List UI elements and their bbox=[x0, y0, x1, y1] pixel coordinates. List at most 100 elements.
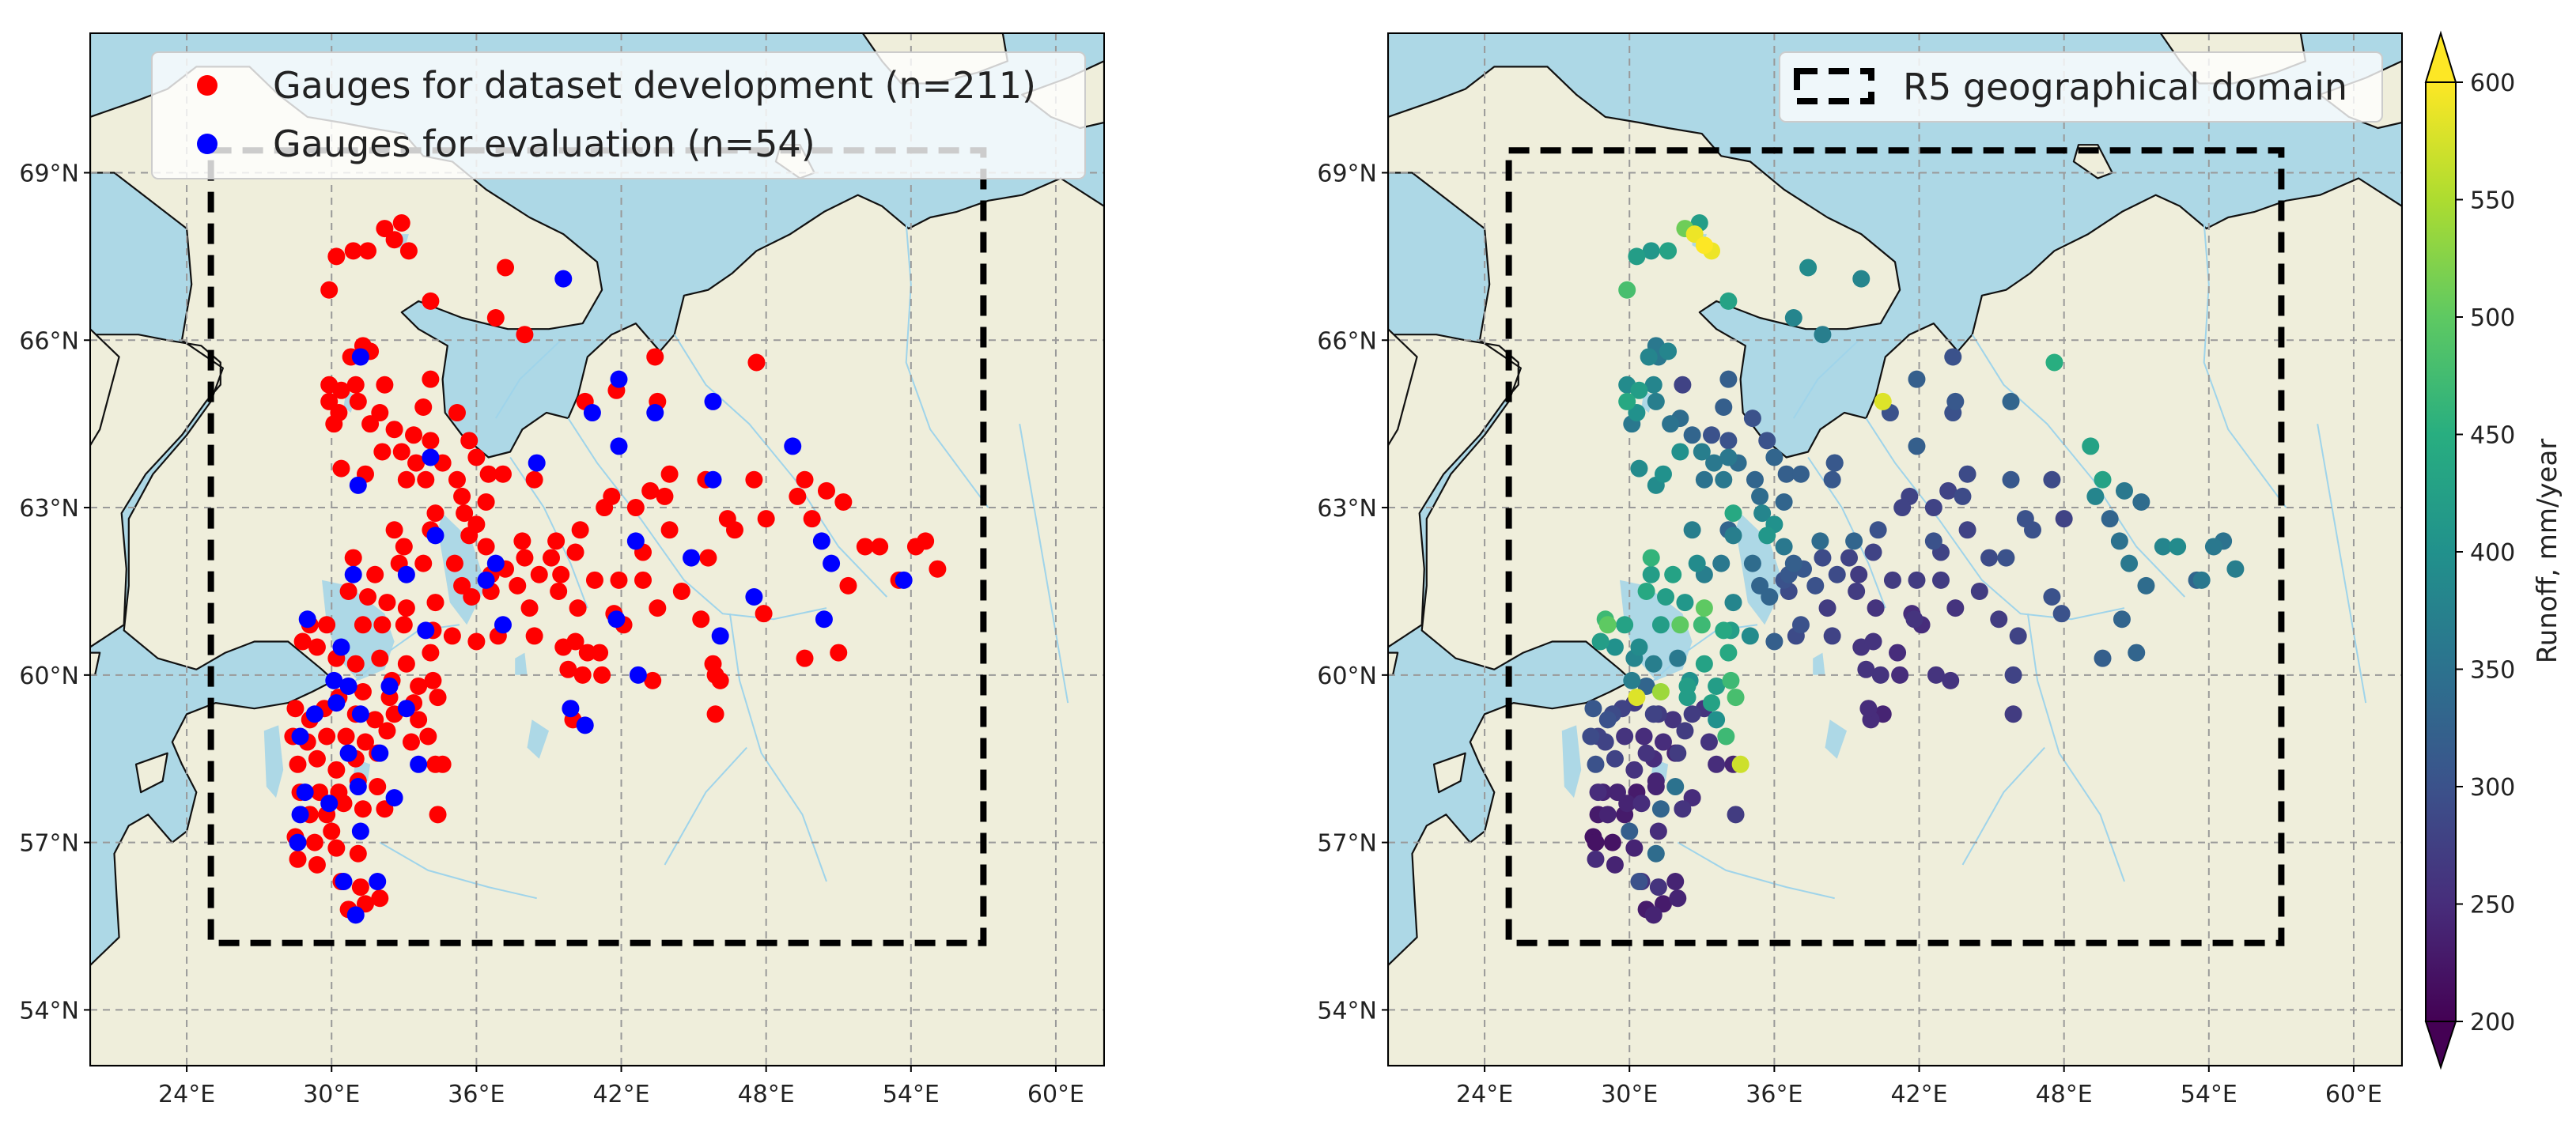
runoff-gauge-point bbox=[1628, 247, 1646, 266]
runoff-gauge-point bbox=[2002, 392, 2020, 410]
dev-gauge-point bbox=[318, 727, 336, 746]
runoff-gauge-point bbox=[1708, 711, 1726, 729]
eval-gauge-point bbox=[812, 532, 830, 550]
runoff-gauge-point bbox=[1871, 666, 1889, 684]
runoff-gauge-point bbox=[1666, 873, 1685, 891]
runoff-gauge-point bbox=[1651, 616, 1670, 634]
dev-gauge-point bbox=[448, 470, 466, 489]
map-frame bbox=[89, 32, 1105, 1066]
dev-gauge-point bbox=[834, 493, 853, 511]
runoff-gauge-point bbox=[1649, 878, 1667, 897]
runoff-gauge-point bbox=[1857, 660, 1875, 678]
dev-gauge-point bbox=[397, 655, 415, 673]
runoff-gauge-point bbox=[1644, 705, 1662, 723]
runoff-gauge-point bbox=[2094, 649, 2112, 667]
dev-gauge-point bbox=[520, 599, 539, 617]
eval-gauge-point bbox=[583, 404, 601, 422]
runoff-gauge-point bbox=[1678, 677, 1697, 695]
lat-tick-label: 60°N bbox=[1317, 663, 1377, 690]
runoff-gauge-point bbox=[1708, 677, 1726, 695]
eval-gauge-point bbox=[823, 554, 841, 572]
lon-tick-label: 60°E bbox=[2325, 1081, 2382, 1108]
runoff-gauge-point bbox=[1654, 733, 1672, 751]
eval-gauge-point bbox=[683, 549, 701, 567]
dev-gauge-point bbox=[445, 554, 463, 572]
lake-polygon bbox=[263, 725, 284, 798]
eval-gauge-point bbox=[371, 744, 389, 762]
dev-gauge-point bbox=[596, 499, 614, 517]
runoff-gauge-point bbox=[1649, 822, 1667, 840]
eval-gauge-point bbox=[298, 610, 316, 629]
runoff-gauge-point bbox=[1606, 749, 1624, 768]
dev-gauge-point bbox=[497, 259, 515, 277]
dev-gauge-point bbox=[479, 465, 497, 483]
river-line bbox=[567, 417, 827, 621]
runoff-gauge-point bbox=[1676, 594, 1694, 612]
dev-gauge-point bbox=[351, 878, 369, 897]
runoff-gauge-point bbox=[1908, 370, 1926, 388]
dev-gauge-point bbox=[543, 549, 561, 567]
lake-polygon bbox=[1813, 652, 1825, 675]
eval-gauge-point bbox=[554, 270, 573, 288]
dev-gauge-point bbox=[325, 415, 343, 433]
runoff-gauge-point bbox=[1618, 795, 1636, 813]
runoff-gauge-point bbox=[1719, 448, 1738, 466]
runoff-gauge-point bbox=[1823, 470, 1841, 489]
dev-gauge-point bbox=[641, 481, 660, 500]
eval-gauge-point bbox=[610, 370, 628, 388]
runoff-gauge-point bbox=[1845, 532, 1863, 550]
runoff-gauge-point bbox=[1630, 873, 1648, 891]
runoff-gauge-point bbox=[1891, 666, 1909, 684]
runoff-gauge-point bbox=[1642, 242, 1660, 260]
runoff-gauge-point bbox=[1664, 711, 1682, 729]
runoff-gauge-point bbox=[1674, 376, 1692, 394]
eval-gauge-point bbox=[704, 470, 722, 489]
runoff-gauge-point bbox=[1874, 392, 1892, 410]
eval-gauge-point bbox=[576, 716, 594, 734]
dev-gauge-point bbox=[460, 527, 479, 545]
runoff-gauge-point bbox=[1693, 443, 1711, 461]
eval-gauge-point bbox=[385, 789, 403, 807]
dev-gauge-point bbox=[626, 499, 645, 517]
dev-gauge-point bbox=[414, 398, 433, 416]
runoff-gauge-point bbox=[1693, 616, 1711, 634]
runoff-gauge-point bbox=[1630, 459, 1648, 478]
runoff-gauge-point bbox=[2052, 605, 2071, 623]
runoff-gauge-point bbox=[1598, 616, 1617, 634]
colorbar: 200 250 300 350 400 450 500 550 600 Runoff, mm/y… bbox=[2424, 30, 2563, 1070]
dev-gauge-point bbox=[356, 733, 374, 751]
dev-gauge-point bbox=[385, 421, 403, 439]
gauge-points bbox=[284, 214, 947, 924]
runoff-gauge-point bbox=[1954, 487, 1972, 505]
dev-gauge-point bbox=[399, 242, 418, 260]
runoff-gauge-point bbox=[1598, 711, 1617, 729]
runoff-gauge-point bbox=[2082, 437, 2100, 455]
dev-gauge-point bbox=[354, 683, 372, 701]
runoff-gauge-point bbox=[1669, 649, 1687, 667]
runoff-gauge-point bbox=[1883, 571, 1901, 589]
dev-gauge-point bbox=[359, 242, 377, 260]
runoff-gauge-point bbox=[1864, 543, 1882, 561]
dev-gauge-point bbox=[410, 677, 428, 695]
lon-tick-label: 24°E bbox=[158, 1081, 215, 1108]
map-frame bbox=[1387, 32, 2403, 1066]
dev-gauge-point bbox=[443, 627, 461, 645]
runoff-gauge-point bbox=[1944, 348, 1962, 366]
runoff-gauge-point bbox=[1683, 521, 1701, 539]
lon-tick-label: 60°E bbox=[1027, 1081, 1084, 1108]
dev-gauge-point bbox=[349, 392, 367, 410]
dev-gauge-point bbox=[566, 543, 584, 561]
eval-gauge-point bbox=[610, 437, 628, 455]
rivers bbox=[1632, 222, 2367, 900]
colorbar-label: Runoff, mm/year bbox=[2532, 439, 2563, 664]
dev-gauge-point bbox=[410, 711, 428, 729]
runoff-gauge-point bbox=[1635, 727, 1653, 746]
runoff-gauge-point bbox=[1761, 588, 1779, 606]
river-line bbox=[1019, 424, 1069, 704]
dev-gauge-point bbox=[366, 711, 384, 729]
runoff-gauge-point bbox=[1705, 454, 1723, 472]
dev-gauge-point bbox=[407, 454, 426, 472]
colorbar-gradient bbox=[2425, 81, 2457, 1022]
eval-gauge-point bbox=[344, 565, 362, 583]
lake-polygon bbox=[527, 719, 549, 759]
